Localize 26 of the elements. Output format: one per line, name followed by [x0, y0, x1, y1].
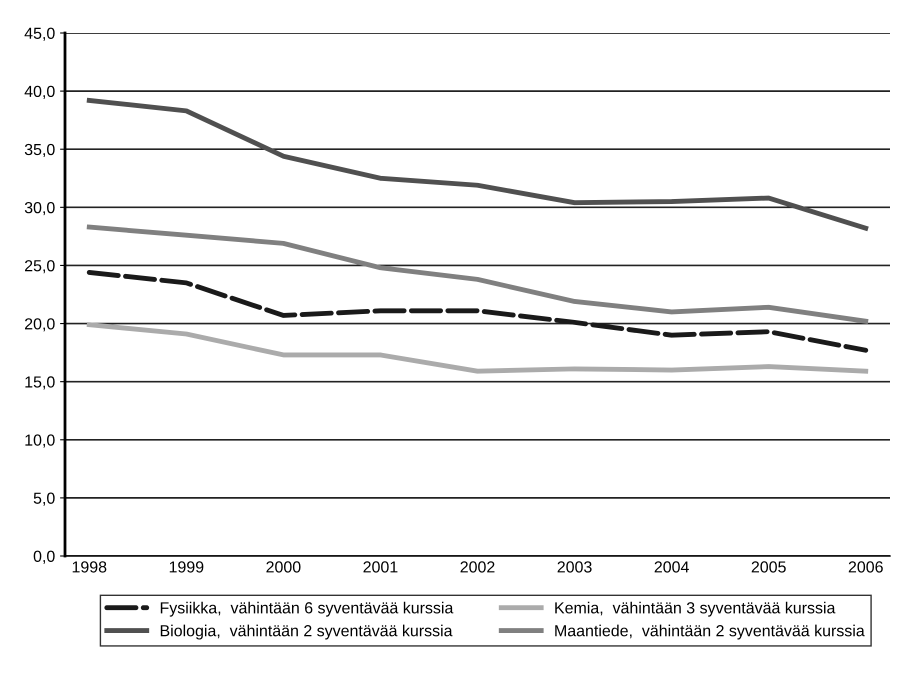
x-tick-label: 1999	[170, 561, 204, 573]
legend-label: Fysiikka, vähintään 6 syventävää kurssia	[160, 602, 454, 617]
x-tick-label: 2004	[654, 561, 689, 573]
y-tick-label: 40,0	[24, 86, 55, 99]
x-tick-label: 1998	[72, 561, 106, 573]
y-tick-label: 0,0	[34, 550, 55, 564]
x-tick-label: 2000	[266, 561, 301, 573]
line-series	[86, 98, 868, 231]
line-series	[86, 224, 868, 324]
y-tick-label: 35,0	[24, 144, 55, 158]
y-tick-label: 20,0	[25, 318, 55, 332]
x-tick-label: 2003	[558, 561, 592, 573]
x-tick-label: 2006	[848, 561, 883, 573]
y-tick-label: 45,0	[24, 28, 55, 41]
legend-label: Kemia, vähintään 3 syventävää kurssia	[555, 602, 836, 617]
legend-label: Biologia, vähintään 2 syventävää kurssia	[160, 624, 453, 640]
x-tick-label: 2005	[752, 561, 786, 573]
x-tick-label: 2001	[363, 561, 398, 573]
y-tick-label: 15,0	[25, 376, 55, 390]
line-series	[86, 322, 868, 374]
y-tick-label: 30,0	[24, 202, 55, 216]
y-tick-label: 25,0	[25, 260, 55, 274]
y-tick-label: 10,0	[25, 434, 55, 448]
legend-label: Maantiede, vähintään 2 syventävää kurssia	[555, 624, 865, 640]
x-tick-label: 2002	[460, 561, 494, 573]
y-tick-label: 5,0	[34, 492, 55, 506]
